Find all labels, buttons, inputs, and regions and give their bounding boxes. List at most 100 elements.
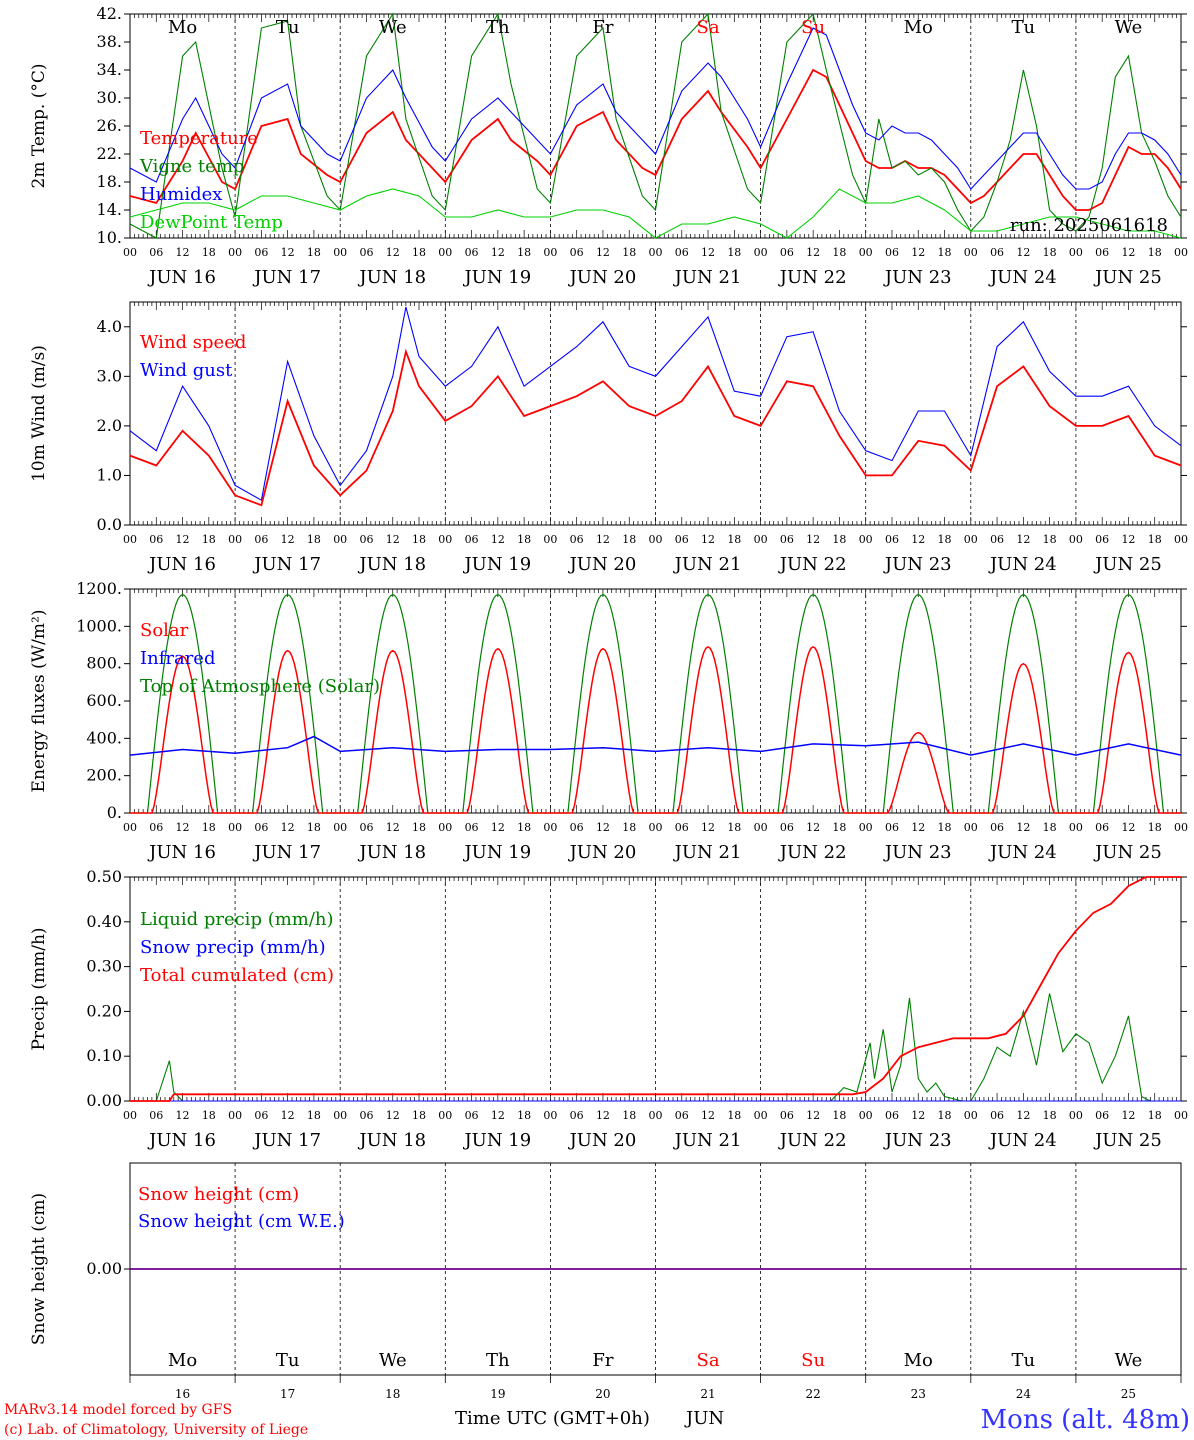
series-line-1-0 [129,348,1182,507]
date-label: JUN 22 [778,842,847,863]
hour-tick-label: 00 [543,246,557,259]
day-name: Sa [697,17,720,38]
hour-tick-label: 00 [649,533,663,546]
hour-tick-label: 18 [307,246,321,259]
y-tick-label: 30. [97,88,122,107]
lab-credit: (c) Lab. of Climatology, University of L… [4,1422,308,1438]
hour-tick-label: 18 [1148,1109,1162,1122]
y-axis-label: 2m Temp. (°C) [29,63,49,188]
hour-tick-label: 12 [386,533,400,546]
panel-frame-2 [129,588,1182,814]
hour-tick-label: 06 [675,821,689,834]
hour-tick-label: 00 [123,1109,137,1122]
y-tick-label: 14. [97,200,122,219]
hour-tick-label: 00 [543,1109,557,1122]
hour-tick-label: 06 [465,821,479,834]
legend-entry: Wind speed [140,332,246,353]
hour-tick-label: 00 [1069,821,1083,834]
hour-tick-label: 06 [885,533,899,546]
y-tick-label: 26. [97,116,122,135]
hour-tick-label: 18 [202,246,216,259]
legend-entry: Total cumulated (cm) [140,965,334,986]
legend-entry: Snow height (cm W.E.) [138,1211,345,1232]
date-label: JUN 17 [252,1130,321,1151]
day-number: 19 [490,1387,505,1401]
date-label: JUN 22 [778,267,847,288]
date-label: JUN 24 [988,267,1057,288]
model-credit: MARv3.14 model forced by GFS [4,1402,232,1418]
y-tick-label: 3.0 [97,366,122,385]
hour-tick-label: 12 [701,533,715,546]
hour-tick-label: 12 [806,821,820,834]
hour-tick-label: 18 [517,1109,531,1122]
hour-tick-label: 18 [622,533,636,546]
hour-tick-label: 06 [359,533,373,546]
hour-tick-label: 18 [412,533,426,546]
date-label: JUN 21 [673,1130,742,1151]
hour-tick-label: 00 [543,533,557,546]
hour-tick-label: 12 [806,1109,820,1122]
hour-tick-label: 18 [202,821,216,834]
day-name: Tu [1012,17,1036,38]
hour-tick-label: 12 [701,1109,715,1122]
day-number: 20 [595,1387,610,1401]
hour-tick-label: 12 [596,246,610,259]
hour-tick-label: 06 [149,533,163,546]
y-axis-label: Snow height (cm) [29,1193,49,1345]
series-line-0-1 [129,12,1182,239]
day-number: 22 [806,1387,821,1401]
date-label: JUN 19 [462,554,531,575]
hour-tick-label: 00 [754,1109,768,1122]
hour-tick-label: 12 [281,821,295,834]
series-line-0-2 [129,27,1182,190]
y-tick-label: 1000. [76,616,122,635]
y-tick-label: 0.10 [86,1046,122,1065]
hour-tick-label: 12 [281,246,295,259]
date-label: JUN 18 [357,267,426,288]
hour-tick-label: 12 [386,1109,400,1122]
hour-tick-label: 06 [885,1109,899,1122]
day-name: Mo [168,17,197,38]
y-tick-label: 800. [86,654,122,673]
hour-tick-label: 12 [1016,533,1030,546]
y-tick-label: 4.0 [97,317,122,336]
y-tick-label: 18. [97,172,122,191]
hour-tick-label: 00 [1069,533,1083,546]
hour-tick-label: 00 [754,821,768,834]
hour-tick-label: 06 [465,533,479,546]
legend-entry: Snow height (cm) [138,1184,299,1205]
hour-tick-label: 12 [1121,1109,1135,1122]
hour-tick-label: 06 [885,246,899,259]
hour-tick-label: 12 [176,246,190,259]
hour-tick-label: 00 [964,533,978,546]
series-line-0-0 [129,68,1182,211]
date-label: JUN 23 [883,1130,952,1151]
hour-tick-label: 18 [938,1109,952,1122]
date-label: JUN 16 [147,267,216,288]
day-name: Mo [904,17,933,38]
series-line-1-1 [129,306,1182,502]
hour-tick-label: 06 [570,1109,584,1122]
day-name: Fr [592,1350,613,1371]
hour-tick-label: 06 [1095,533,1109,546]
hour-tick-label: 00 [649,246,663,259]
date-label: JUN 24 [988,1130,1057,1151]
day-name: We [1115,17,1143,38]
day-name: Sa [697,1350,720,1371]
series-line-0-3 [129,188,1182,239]
hour-tick-label: 18 [832,246,846,259]
hour-tick-label: 18 [202,533,216,546]
hour-tick-label: 12 [176,1109,190,1122]
hour-tick-label: 00 [333,246,347,259]
hour-tick-label: 06 [359,821,373,834]
y-tick-label: 2.0 [97,416,122,435]
day-name: Tu [276,1350,300,1371]
y-tick-label: 10. [97,228,122,247]
hour-tick-label: 00 [438,533,452,546]
hour-tick-label: 18 [1043,533,1057,546]
hour-tick-label: 12 [596,821,610,834]
hour-tick-label: 06 [885,821,899,834]
day-name: Su [801,1350,825,1371]
hour-tick-label: 00 [228,246,242,259]
hour-tick-label: 12 [281,1109,295,1122]
